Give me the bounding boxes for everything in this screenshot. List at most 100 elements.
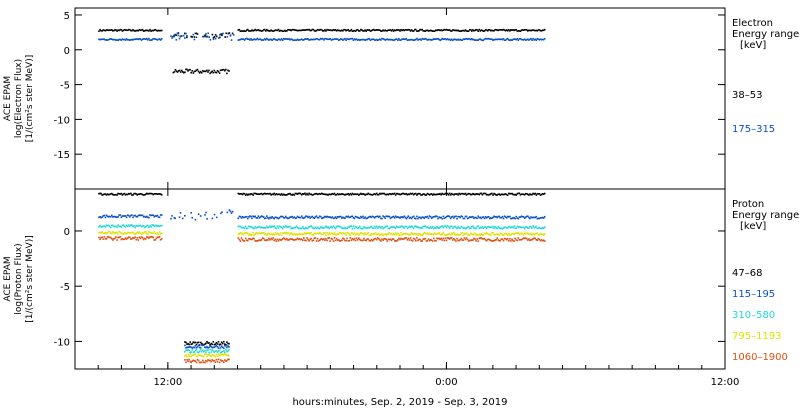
data-point xyxy=(103,225,106,227)
data-point xyxy=(158,231,161,233)
data-point xyxy=(489,193,491,196)
data-point xyxy=(272,193,274,196)
data-point xyxy=(197,70,200,73)
data-point xyxy=(334,216,337,218)
data-point xyxy=(274,216,277,219)
data-point xyxy=(358,227,360,229)
data-point xyxy=(192,354,195,356)
data-point xyxy=(401,234,403,236)
data-point xyxy=(108,215,111,218)
data-point xyxy=(472,239,474,241)
data-point xyxy=(422,225,424,228)
data-point xyxy=(446,233,449,236)
data-point xyxy=(218,343,221,346)
data-point xyxy=(362,215,364,218)
data-point xyxy=(350,37,353,40)
data-point xyxy=(441,233,443,235)
data-point xyxy=(149,225,151,227)
data-point xyxy=(504,232,507,235)
data-point xyxy=(315,232,318,235)
data-point xyxy=(194,345,197,347)
data-point xyxy=(101,30,103,32)
data-point xyxy=(186,35,188,37)
data-point xyxy=(512,38,514,41)
data-point xyxy=(121,237,124,240)
data-point xyxy=(214,350,217,353)
data-point xyxy=(275,227,278,230)
data-point xyxy=(457,29,459,32)
data-point xyxy=(117,39,119,41)
data-point xyxy=(470,239,472,242)
data-point xyxy=(494,234,496,236)
data-point xyxy=(193,346,196,349)
data-point xyxy=(146,192,148,195)
data-point xyxy=(428,29,431,32)
data-point xyxy=(119,193,122,195)
data-point xyxy=(518,233,521,236)
data-point xyxy=(439,39,441,42)
data-point xyxy=(258,225,261,228)
data-point xyxy=(247,38,249,40)
data-point xyxy=(271,193,273,195)
data-point xyxy=(200,72,203,74)
data-point xyxy=(505,217,508,219)
data-point xyxy=(424,232,427,235)
data-point xyxy=(253,237,255,240)
data-point xyxy=(352,239,355,241)
data-point xyxy=(240,30,243,32)
data-point xyxy=(373,232,376,235)
data-point xyxy=(265,239,267,242)
data-point xyxy=(367,192,370,195)
data-point xyxy=(442,215,445,218)
data-point xyxy=(298,238,301,240)
data-point xyxy=(221,34,223,37)
data-point xyxy=(126,29,129,32)
data-point xyxy=(151,29,153,32)
data-point xyxy=(142,238,145,241)
data-point xyxy=(441,217,443,220)
data-point xyxy=(396,29,398,31)
data-point xyxy=(396,225,398,228)
data-point xyxy=(394,215,397,218)
data-point xyxy=(327,29,329,31)
data-point xyxy=(248,234,250,236)
data-point xyxy=(397,29,399,31)
data-point xyxy=(422,216,424,219)
data-point xyxy=(377,237,379,239)
data-point xyxy=(411,240,414,242)
data-point xyxy=(407,226,410,229)
data-point xyxy=(182,71,184,73)
data-point xyxy=(325,37,327,40)
data-point xyxy=(401,238,403,240)
data-point xyxy=(478,38,480,41)
data-point xyxy=(405,217,408,220)
data-point xyxy=(267,38,269,41)
data-point xyxy=(214,343,217,345)
data-point xyxy=(255,192,258,195)
data-point xyxy=(328,193,330,195)
data-point xyxy=(202,359,204,362)
data-point xyxy=(128,236,130,239)
data-point xyxy=(286,38,288,40)
data-point xyxy=(256,37,259,40)
data-point xyxy=(426,39,429,41)
data-point xyxy=(417,193,419,195)
data-point xyxy=(465,232,468,234)
data-point xyxy=(205,353,207,355)
data-point xyxy=(246,227,248,230)
data-point xyxy=(219,69,222,72)
data-point xyxy=(408,39,411,41)
data-point xyxy=(191,70,193,72)
data-point xyxy=(421,216,423,218)
data-point xyxy=(429,193,432,195)
data-point xyxy=(426,215,429,218)
data-point xyxy=(271,216,273,218)
data-point xyxy=(410,225,413,227)
data-point xyxy=(227,345,229,347)
data-point xyxy=(504,216,507,218)
data-point xyxy=(184,215,186,217)
data-point xyxy=(199,341,202,344)
data-point xyxy=(482,227,485,230)
data-point xyxy=(394,38,397,40)
data-point xyxy=(252,231,254,234)
